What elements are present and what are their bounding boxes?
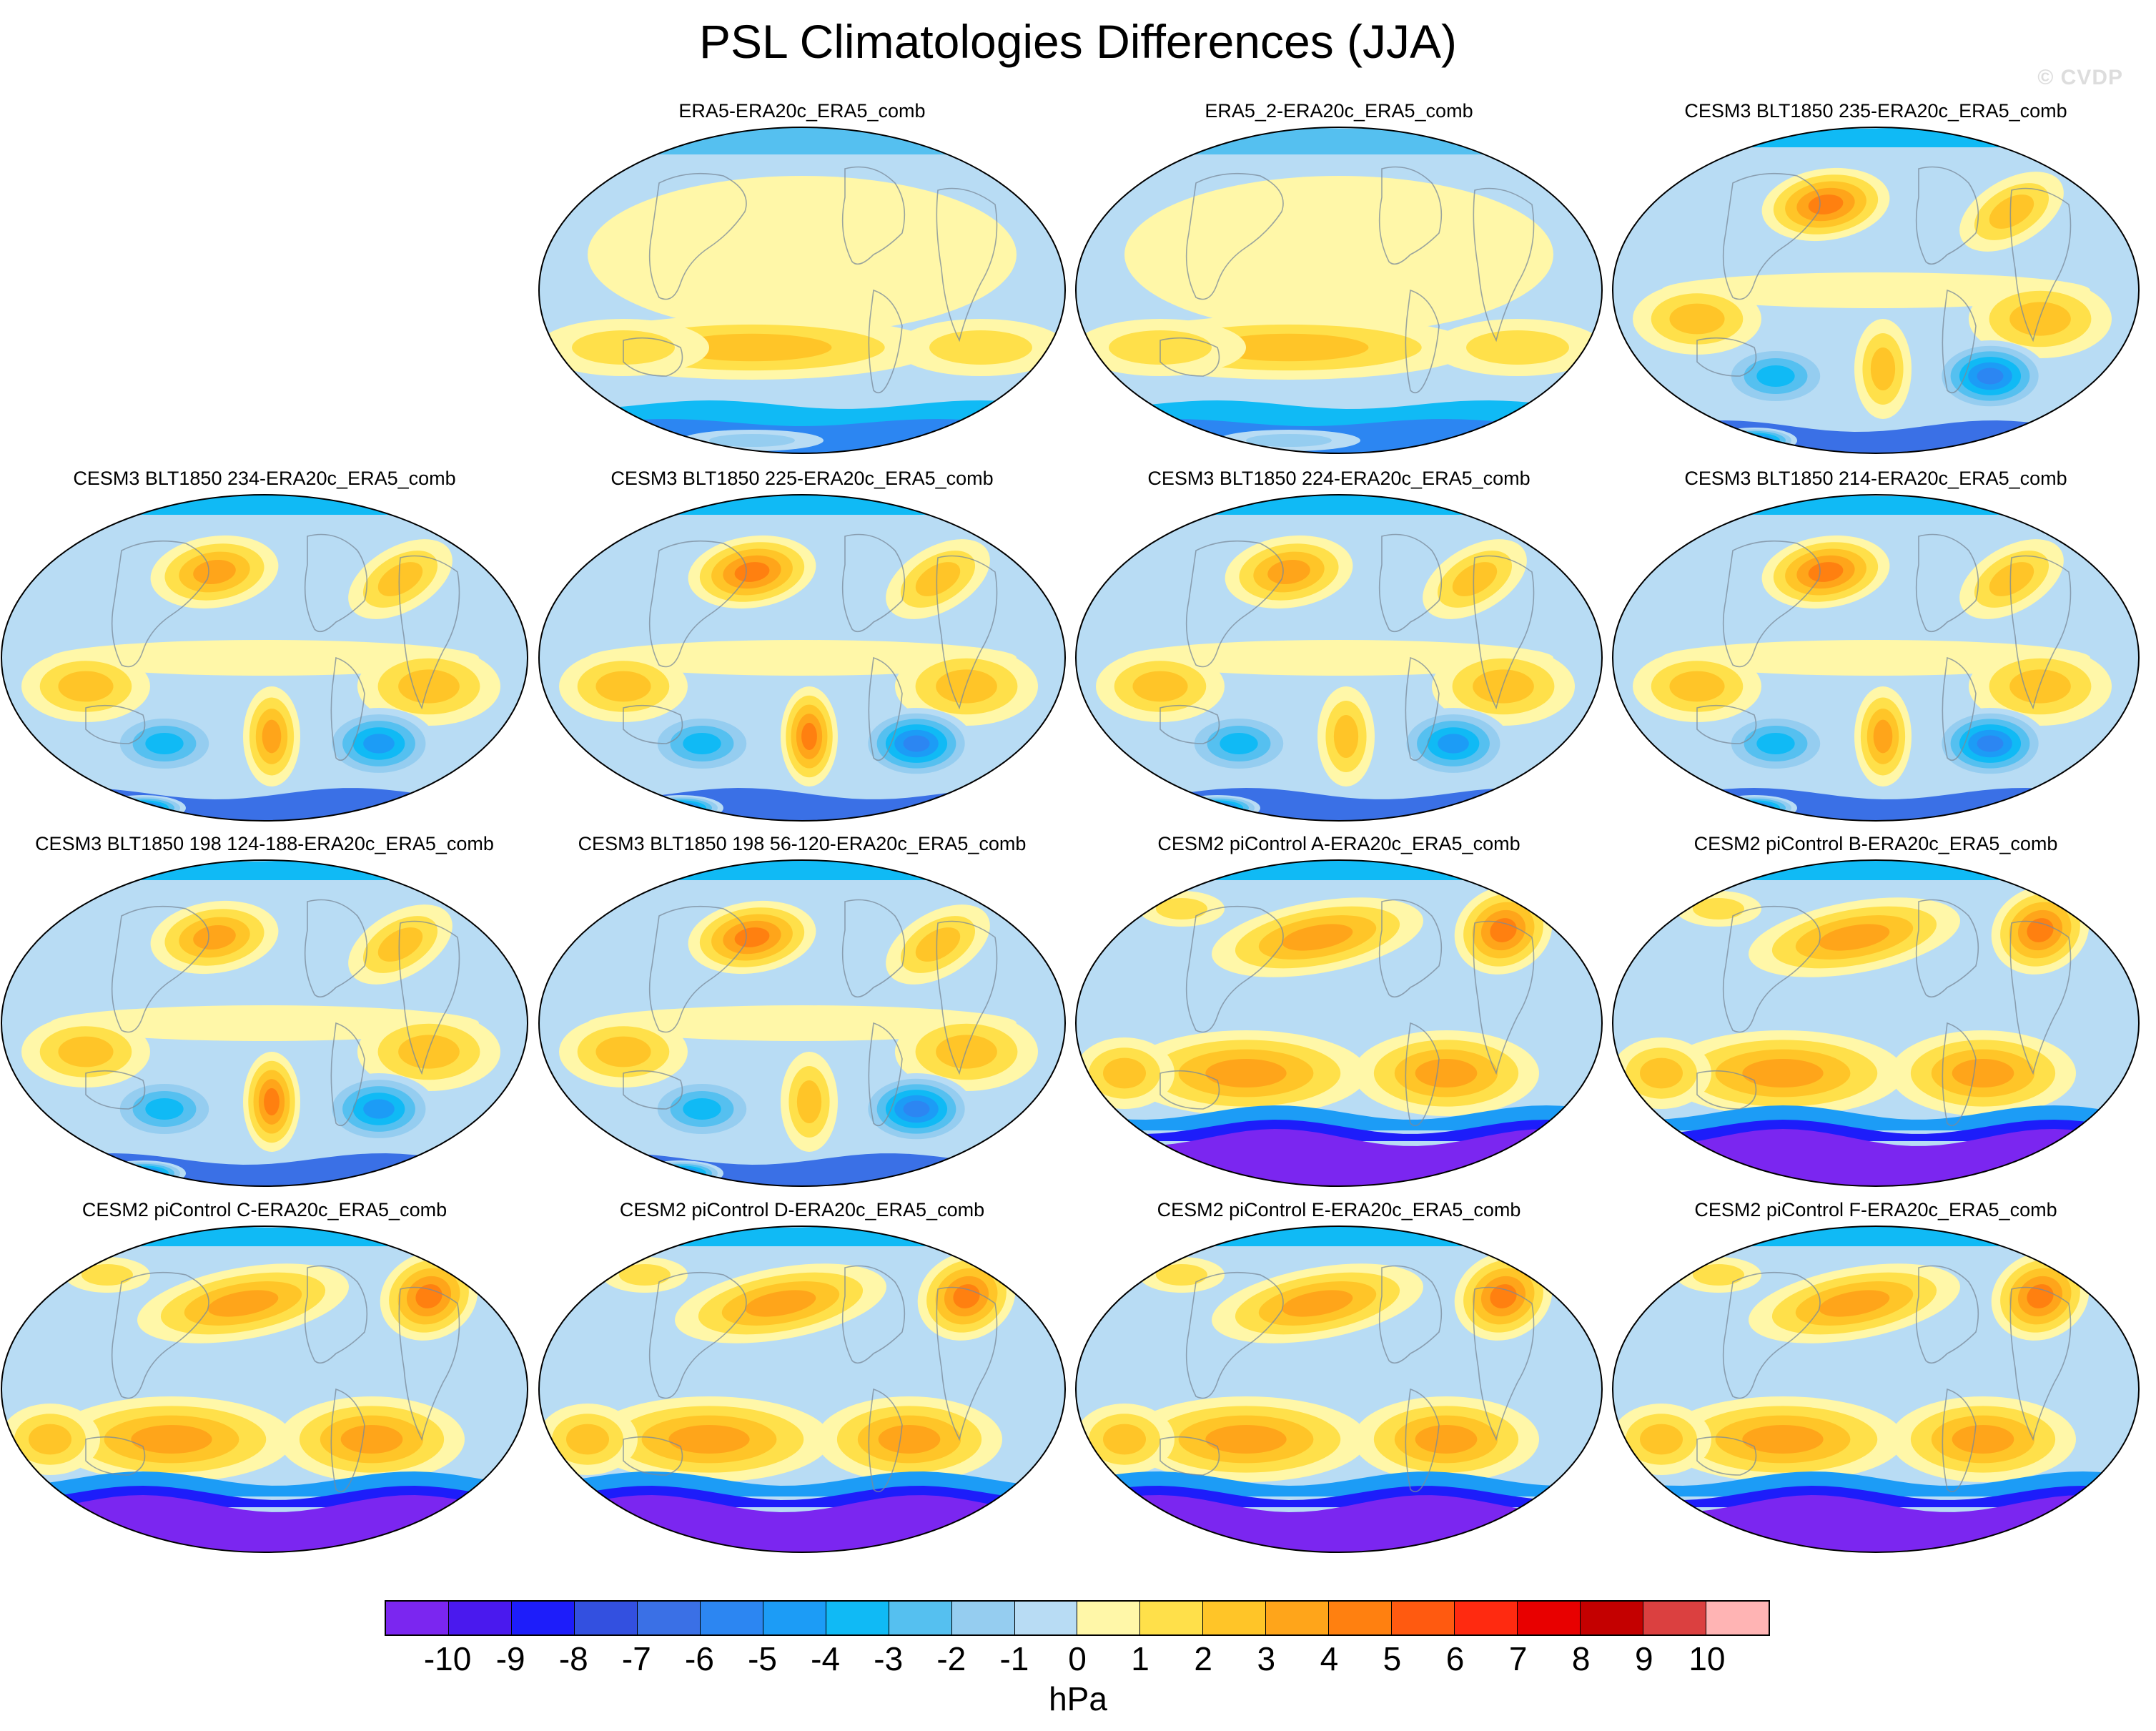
map-panel: ERA5_2-ERA20c_ERA5_comb xyxy=(1074,99,1603,463)
map-panel: CESM2 piControl A-ERA20c_ERA5_comb xyxy=(1074,832,1603,1196)
colorbar-tick-label: -6 xyxy=(685,1640,714,1677)
map-panel: CESM2 piControl B-ERA20c_ERA5_comb xyxy=(1611,832,2140,1196)
colorbar-box xyxy=(1706,1602,1769,1634)
colorbar-tick-label: 7 xyxy=(1508,1640,1528,1677)
psl-difference-map xyxy=(538,494,1066,822)
panel-title: CESM2 piControl F-ERA20c_ERA5_comb xyxy=(1694,1199,2057,1220)
colorbar-box xyxy=(889,1602,952,1634)
colorbar-box xyxy=(386,1602,449,1634)
colorbar-box xyxy=(1643,1602,1707,1634)
panel-title: CESM2 piControl C-ERA20c_ERA5_comb xyxy=(81,1199,447,1220)
map-panel: CESM2 piControl E-ERA20c_ERA5_comb xyxy=(1074,1198,1603,1562)
colorbar-tick-label: 3 xyxy=(1257,1640,1276,1677)
colorbar-box xyxy=(448,1602,512,1634)
colorbar-box xyxy=(1266,1602,1330,1634)
map-panel: CESM3 BLT1850 235-ERA20c_ERA5_comb xyxy=(1611,99,2140,463)
map-panel: CESM2 piControl F-ERA20c_ERA5_comb xyxy=(1611,1198,2140,1562)
panel-title: CESM2 piControl A-ERA20c_ERA5_comb xyxy=(1157,833,1520,854)
colorbar-tick-label: 9 xyxy=(1635,1640,1653,1677)
map-panel: ERA5-ERA20c_ERA5_comb xyxy=(538,99,1067,463)
panel-title: ERA5-ERA20c_ERA5_comb xyxy=(678,100,926,122)
map-panel: CESM3 BLT1850 198 124-188-ERA20c_ERA5_co… xyxy=(0,832,529,1196)
psl-difference-map xyxy=(1075,1225,1603,1553)
psl-difference-map xyxy=(1612,859,2140,1187)
colorbar-tick-label: 1 xyxy=(1131,1640,1149,1677)
colorbar-tick-label: 0 xyxy=(1068,1640,1087,1677)
colorbar-tick-label: 8 xyxy=(1571,1640,1591,1677)
map-panel: CESM3 BLT1850 225-ERA20c_ERA5_comb xyxy=(538,466,1067,831)
psl-difference-map xyxy=(538,127,1066,454)
psl-difference-map xyxy=(1075,127,1603,454)
map-panel: CESM3 BLT1850 234-ERA20c_ERA5_comb xyxy=(0,466,529,831)
panel-title: CESM2 piControl E-ERA20c_ERA5_comb xyxy=(1157,1199,1521,1220)
colorbar-tick-label: 5 xyxy=(1383,1640,1402,1677)
colorbar-tick-label: -8 xyxy=(558,1640,588,1677)
map-panel: CESM3 BLT1850 214-ERA20c_ERA5_comb xyxy=(1611,466,2140,831)
colorbar-tick-label: -2 xyxy=(936,1640,966,1677)
copyright-watermark: © CVDP xyxy=(2037,66,2123,89)
panel-title: ERA5_2-ERA20c_ERA5_comb xyxy=(1205,100,1473,122)
map-panel: CESM3 BLT1850 224-ERA20c_ERA5_comb xyxy=(1074,466,1603,831)
colorbar-box xyxy=(951,1602,1015,1634)
colorbar-box xyxy=(1518,1602,1581,1634)
colorbar-box xyxy=(1392,1602,1455,1634)
colorbar-tick-label: -1 xyxy=(999,1640,1029,1677)
colorbar-box xyxy=(637,1602,701,1634)
colorbar-box xyxy=(1203,1602,1267,1634)
colorbar-labels: -10 -9 -8 -7 -6 -5 -4 -3 -2 -1 0 1 2 3 4 5 6 7 8 9 10 xyxy=(385,1639,1770,1682)
colorbar-tick-label: 2 xyxy=(1194,1640,1212,1677)
colorbar-tick-label: 10 xyxy=(1688,1640,1726,1677)
psl-difference-map xyxy=(1075,494,1603,822)
psl-difference-map xyxy=(538,859,1066,1187)
panel-title: CESM2 piControl B-ERA20c_ERA5_comb xyxy=(1693,833,2058,854)
colorbar-tick-label: 6 xyxy=(1445,1640,1465,1677)
panel-title: CESM3 BLT1850 235-ERA20c_ERA5_comb xyxy=(1684,100,2067,122)
colorbar-box xyxy=(511,1602,575,1634)
colorbar-box xyxy=(1581,1602,1644,1634)
colorbar-tick-label: -9 xyxy=(495,1640,525,1677)
colorbar-box xyxy=(574,1602,638,1634)
panel-title: CESM3 BLT1850 224-ERA20c_ERA5_comb xyxy=(1147,468,1531,489)
panel-title: CESM2 piControl D-ERA20c_ERA5_comb xyxy=(619,1199,985,1220)
panel-title: CESM3 BLT1850 198 56-120-ERA20c_ERA5_com… xyxy=(578,833,1027,854)
colorbar-box xyxy=(1455,1602,1518,1634)
figure-title: PSL Climatologies Differences (JJA) xyxy=(698,15,1458,68)
colorbar-tick-label: -3 xyxy=(874,1640,904,1677)
map-panel: CESM2 piControl C-ERA20c_ERA5_comb xyxy=(0,1198,529,1562)
map-panel: CESM3 BLT1850 198 56-120-ERA20c_ERA5_com… xyxy=(538,832,1067,1196)
colorbar-box xyxy=(1329,1602,1393,1634)
psl-difference-map xyxy=(1,494,528,822)
colorbar-tick-label: -4 xyxy=(811,1640,841,1677)
psl-difference-map xyxy=(538,1225,1066,1553)
colorbar-box xyxy=(1077,1602,1141,1634)
colorbar-tick-label: -10 xyxy=(423,1640,472,1677)
psl-difference-map xyxy=(1612,494,2140,822)
colorbar-box xyxy=(700,1602,763,1634)
panel-title: CESM3 BLT1850 214-ERA20c_ERA5_comb xyxy=(1684,468,2067,489)
colorbar xyxy=(385,1600,1770,1636)
colorbar-box xyxy=(1014,1602,1078,1634)
colorbar-units: hPa xyxy=(1049,1680,1107,1717)
colorbar-tick-label: -5 xyxy=(748,1640,777,1677)
map-panel: CESM2 piControl D-ERA20c_ERA5_comb xyxy=(538,1198,1067,1562)
colorbar-box xyxy=(1140,1602,1204,1634)
psl-difference-map xyxy=(1,859,528,1187)
psl-difference-map xyxy=(1075,859,1603,1187)
panel-title: CESM3 BLT1850 198 124-188-ERA20c_ERA5_co… xyxy=(35,833,494,854)
psl-difference-map xyxy=(1612,127,2140,454)
colorbar-tick-label: 4 xyxy=(1320,1640,1339,1677)
panel-title: CESM3 BLT1850 225-ERA20c_ERA5_comb xyxy=(610,468,994,489)
colorbar-box xyxy=(763,1602,826,1634)
psl-difference-map xyxy=(1,1225,528,1553)
colorbar-box xyxy=(826,1602,889,1634)
psl-difference-map xyxy=(1612,1225,2140,1553)
panel-title: CESM3 BLT1850 234-ERA20c_ERA5_comb xyxy=(73,468,456,489)
colorbar-tick-label: -7 xyxy=(621,1640,651,1677)
